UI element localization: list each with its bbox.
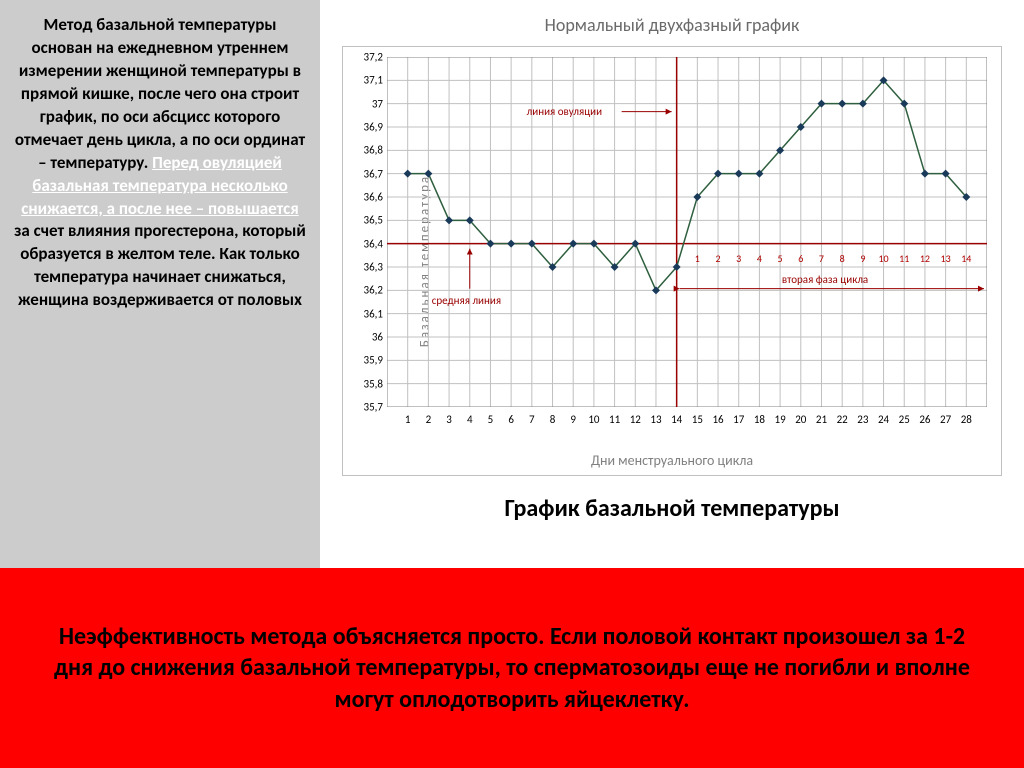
phase2-day-number: 8	[840, 252, 845, 265]
chart-panel: Нормальный двухфазный график Базальная т…	[320, 0, 1024, 568]
phase2-day-number: 1	[695, 252, 700, 265]
x-tick-label: 14	[671, 413, 682, 426]
phase2-day-number: 12	[920, 252, 930, 265]
x-tick-label: 18	[754, 413, 765, 426]
chart-box: Базальная температура 35,735,835,93636,1…	[342, 46, 1002, 476]
chart-svg	[387, 57, 987, 407]
plot-area: 35,735,835,93636,136,236,336,436,536,636…	[387, 57, 987, 407]
y-tick-label: 36,2	[364, 284, 383, 297]
y-tick-label: 37,1	[364, 74, 383, 87]
x-tick-label: 19	[775, 413, 786, 426]
x-tick-label: 17	[733, 413, 744, 426]
y-tick-label: 35,7	[364, 401, 383, 414]
x-tick-label: 21	[816, 413, 827, 426]
y-tick-label: 36,1	[364, 307, 383, 320]
x-tick-label: 20	[795, 413, 806, 426]
y-tick-label: 36,3	[364, 261, 383, 274]
x-tick-label: 16	[712, 413, 723, 426]
x-tick-label: 23	[857, 413, 868, 426]
phase2-day-number: 4	[757, 252, 762, 265]
phase2-day-number: 5	[778, 252, 783, 265]
y-tick-label: 36,6	[364, 191, 383, 204]
x-tick-label: 3	[446, 413, 452, 426]
x-tick-label: 9	[570, 413, 576, 426]
main-layout: Метод базальной температуры основан на е…	[0, 0, 1024, 568]
x-tick-label: 11	[609, 413, 620, 426]
description-text: Метод базальной температуры основан на е…	[12, 14, 308, 312]
x-tick-label: 28	[961, 413, 972, 426]
y-tick-label: 37,2	[364, 51, 383, 64]
phase2-day-number: 14	[961, 252, 971, 265]
y-tick-label: 36,5	[364, 214, 383, 227]
x-tick-label: 24	[878, 413, 889, 426]
x-axis-label: Дни менструального цикла	[591, 452, 753, 469]
chart-annotation: линия овуляции	[527, 105, 602, 118]
bottom-text: Неэффективность метода объясняется прост…	[50, 621, 974, 715]
x-tick-label: 2	[426, 413, 432, 426]
phase2-day-number: 6	[798, 252, 803, 265]
phase2-day-number: 9	[860, 252, 865, 265]
chart-title: Нормальный двухфазный график	[545, 14, 800, 36]
x-tick-label: 1	[405, 413, 411, 426]
desc-part2: за счет влияния прогестерона, который об…	[14, 220, 306, 310]
y-tick-label: 36,7	[364, 167, 383, 180]
y-tick-label: 36,9	[364, 121, 383, 134]
x-tick-label: 4	[467, 413, 473, 426]
x-tick-label: 27	[940, 413, 951, 426]
x-tick-label: 26	[919, 413, 930, 426]
x-tick-label: 6	[508, 413, 514, 426]
y-tick-label: 35,8	[364, 377, 383, 390]
x-tick-label: 10	[588, 413, 599, 426]
y-tick-label: 37	[372, 97, 383, 110]
phase2-day-number: 13	[941, 252, 951, 265]
x-tick-label: 25	[899, 413, 910, 426]
x-tick-label: 8	[550, 413, 556, 426]
y-tick-label: 36	[372, 331, 383, 344]
phase2-day-number: 7	[819, 252, 824, 265]
x-tick-label: 5	[488, 413, 494, 426]
y-tick-label: 36,4	[364, 237, 383, 250]
y-tick-label: 35,9	[364, 354, 383, 367]
chart-annotation: средняя линия	[432, 294, 501, 307]
bottom-warning-band: Неэффективность метода объясняется прост…	[0, 568, 1024, 768]
phase2-day-number: 3	[736, 252, 741, 265]
x-tick-label: 15	[692, 413, 703, 426]
phase2-day-number: 11	[899, 252, 909, 265]
desc-part1: Метод базальной температуры основан на е…	[15, 14, 305, 173]
chart-annotation: вторая фаза цикла	[782, 273, 868, 286]
phase2-day-number: 10	[878, 252, 888, 265]
x-tick-label: 7	[529, 413, 535, 426]
phase2-day-number: 2	[715, 252, 720, 265]
x-tick-label: 22	[837, 413, 848, 426]
left-description-panel: Метод базальной температуры основан на е…	[0, 0, 320, 568]
y-tick-label: 36,8	[364, 144, 383, 157]
chart-caption: График базальной температуры	[504, 494, 839, 523]
x-tick-label: 12	[630, 413, 641, 426]
x-tick-label: 13	[650, 413, 661, 426]
